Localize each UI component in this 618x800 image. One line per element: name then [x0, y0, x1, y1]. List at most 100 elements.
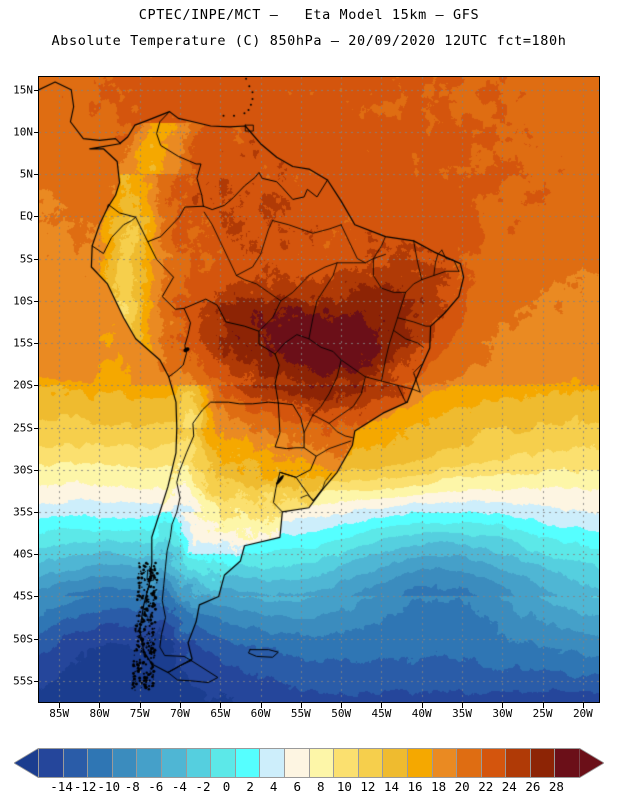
lon-label: 75W — [129, 707, 150, 720]
lat-label: 45S — [13, 589, 33, 603]
colorbar-tick-label: 20 — [454, 779, 470, 794]
lon-tick — [582, 703, 584, 708]
colorbar-cell — [357, 748, 384, 778]
colorbar-tick-label: -6 — [148, 779, 164, 794]
colorbar-cell — [382, 748, 408, 778]
lat-tick — [34, 174, 39, 176]
lon-tick — [462, 703, 464, 708]
lon-label: 20W — [572, 707, 593, 720]
lon-label: 80W — [89, 707, 110, 720]
model-title: CPTEC/INPE/MCT — Eta Model 15km — GFS — [138, 7, 480, 23]
colorbar-tick-label: 14 — [383, 779, 399, 794]
lat-label: 50S — [13, 632, 33, 646]
colorbar-cell — [62, 748, 89, 778]
lon-tick — [341, 703, 343, 708]
lat-label: 5N — [19, 167, 33, 181]
lon-label: 50W — [331, 707, 352, 720]
colorbar-tick-label: 22 — [478, 779, 494, 794]
lat-label: 10S — [13, 294, 33, 308]
colorbar-tick-label: 10 — [336, 779, 352, 794]
lon-label: 30W — [492, 707, 513, 720]
colorbar-cell — [259, 748, 285, 778]
colorbar-tick-label: 12 — [360, 779, 376, 794]
lat-tick — [34, 300, 39, 302]
colorbar-tick-label: -10 — [97, 779, 120, 794]
colorbar-tick-label: -4 — [171, 779, 187, 794]
lon-tick — [99, 703, 101, 708]
colorbar-tick-label: 28 — [548, 779, 564, 794]
lat-label: EQ — [19, 209, 33, 223]
colorbar-tick-label: 6 — [293, 779, 301, 794]
colorbar-cell — [111, 748, 138, 778]
lon-label: 85W — [49, 707, 70, 720]
colorbar-over-arrow-icon — [579, 748, 604, 778]
lat-label: 30S — [13, 463, 33, 477]
lat-tick — [34, 596, 39, 598]
colorbar-cell — [505, 748, 531, 778]
colorbar-cell — [210, 748, 236, 778]
lon-tick — [59, 703, 61, 708]
lon-tick — [260, 703, 262, 708]
lon-tick — [502, 703, 504, 708]
lat-label: 20S — [13, 378, 33, 392]
colorbar-cell — [308, 748, 335, 778]
colorbar-tick-label: 8 — [317, 779, 325, 794]
lon-label: 40W — [411, 707, 432, 720]
lon-tick — [421, 703, 423, 708]
lat-label: 35S — [13, 505, 33, 519]
colorbar-tick-label: -12 — [73, 779, 97, 794]
lat-tick — [34, 385, 39, 387]
lat-label: 55S — [13, 674, 33, 688]
lon-label: 55W — [290, 707, 311, 720]
lat-tick — [34, 554, 39, 556]
lon-label: 70W — [170, 707, 190, 720]
lat-tick — [34, 511, 39, 513]
lat-tick — [34, 427, 39, 429]
title-block: CPTEC/INPE/MCT — Eta Model 15km — GFS Ab… — [0, 0, 618, 49]
lat-label: 15N — [13, 83, 33, 97]
colorbar-tick-label: -14 — [50, 779, 73, 794]
lon-label: 60W — [250, 707, 271, 720]
colorbar-cell — [431, 748, 458, 778]
colorbar-tick-labels: -14 -12 -10 -8 -6 -4 -2 0 2 4 6 8 10 12 14 16 18 20 22 24 26… — [0, 779, 618, 799]
lat-label: 40S — [13, 547, 33, 561]
lat-tick — [34, 131, 39, 133]
colorbar-cell — [554, 748, 581, 778]
lon-tick — [542, 703, 544, 708]
lon-tick — [381, 703, 383, 708]
lon-tick — [220, 703, 222, 708]
lon-tick — [180, 703, 181, 708]
colorbar-tick-label: -8 — [124, 779, 140, 794]
colorbar-cell — [529, 748, 556, 778]
field-subtitle: Absolute Temperature (C) 850hPa — 20/09/… — [51, 33, 567, 49]
map-plot-area[interactable] — [38, 76, 600, 703]
colorbar-cell — [87, 748, 113, 778]
colorbar-cell — [283, 748, 310, 778]
colorbar-tick-label: -2 — [195, 779, 211, 794]
colorbar-cell — [160, 748, 187, 778]
colorbar-cell — [234, 748, 261, 778]
colorbar-tick-label: 0 — [222, 779, 231, 794]
lat-tick — [34, 89, 39, 91]
colorbar-cell — [38, 748, 64, 778]
lat-label: 10N — [13, 125, 33, 139]
colorbar-cell — [185, 748, 212, 778]
lon-label: 65W — [210, 707, 231, 720]
colorbar-tick-label: 26 — [525, 779, 541, 794]
colorbar-cell — [456, 748, 482, 778]
lon-label: 35W — [452, 707, 472, 720]
colorbar-cell — [333, 748, 359, 778]
lat-tick — [34, 216, 39, 218]
lat-tick — [34, 469, 39, 471]
lat-label: 15S — [13, 336, 33, 350]
lat-label: 25S — [13, 421, 33, 434]
lon-label: 25W — [532, 707, 553, 720]
colorbar: -14 -12 -10 -8 -6 -4 -2 0 2 4 6 8 10 12 14 16 18 20 22 24 26… — [0, 748, 618, 800]
colorbar-tick-label: 24 — [501, 779, 517, 794]
temperature-field-canvas — [39, 77, 599, 702]
lat-tick — [34, 343, 39, 345]
colorbar-cell — [136, 748, 162, 778]
colorbar-under-arrow-icon — [14, 748, 39, 778]
lat-label: 5S — [19, 252, 33, 266]
